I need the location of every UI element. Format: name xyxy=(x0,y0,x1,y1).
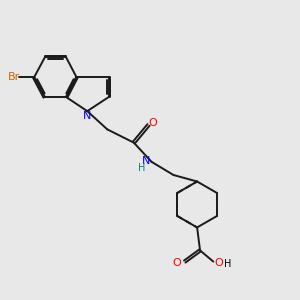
Text: H: H xyxy=(224,259,231,269)
Text: O: O xyxy=(148,118,157,128)
Text: O: O xyxy=(215,258,224,268)
Text: H: H xyxy=(138,163,146,173)
Text: N: N xyxy=(142,156,150,166)
Text: O: O xyxy=(172,258,181,268)
Text: Br: Br xyxy=(8,72,20,82)
Text: N: N xyxy=(83,111,92,122)
